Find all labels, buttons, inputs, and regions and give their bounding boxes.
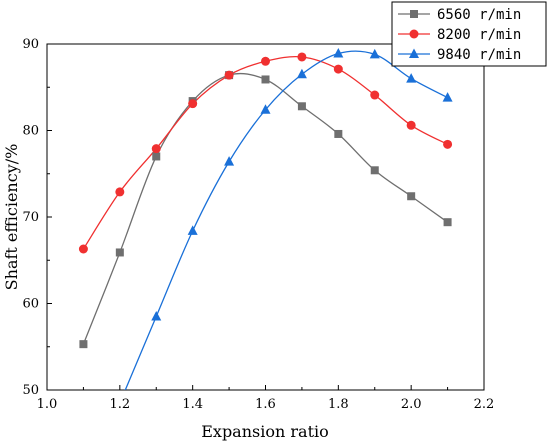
data-point bbox=[334, 129, 343, 138]
legend-swatch-marker bbox=[410, 10, 418, 18]
data-point bbox=[407, 192, 416, 201]
legend-label: 8200 r/min bbox=[437, 27, 521, 43]
y-tick-label: 80 bbox=[22, 124, 39, 139]
data-point bbox=[151, 144, 161, 154]
x-axis-ticks: 1.0 1.2 1.4 1.6 1.8 2.0 2.2 bbox=[37, 385, 495, 412]
data-point bbox=[370, 90, 380, 100]
data-point bbox=[79, 340, 88, 349]
y-tick-label: 90 bbox=[22, 37, 39, 52]
series-line bbox=[124, 50, 448, 390]
x-tick-label: 1.2 bbox=[109, 397, 130, 412]
plot-frame bbox=[46, 43, 485, 391]
x-tick-label: 1.6 bbox=[255, 397, 276, 412]
data-point bbox=[115, 248, 124, 257]
data-point bbox=[261, 56, 270, 66]
y-axis-ticks: 50 60 70 80 90 bbox=[22, 37, 52, 398]
data-point bbox=[406, 120, 416, 130]
series-line bbox=[82, 56, 448, 250]
x-tick-label: 1.0 bbox=[37, 397, 58, 412]
y-axis-title: Shaft efficiency/% bbox=[2, 144, 21, 291]
legend-label: 6560 r/min bbox=[437, 7, 521, 23]
series-line bbox=[82, 72, 448, 345]
data-point bbox=[188, 99, 198, 109]
data-point bbox=[370, 166, 379, 175]
data-point bbox=[187, 225, 198, 235]
data-point bbox=[78, 244, 88, 254]
data-point bbox=[115, 187, 125, 197]
y-tick-label: 60 bbox=[22, 297, 39, 312]
data-point bbox=[151, 310, 162, 321]
data-point bbox=[297, 102, 306, 111]
data-point bbox=[369, 48, 380, 59]
data-point bbox=[224, 70, 234, 80]
x-tick-label: 2.0 bbox=[401, 397, 422, 412]
x-tick-label: 1.4 bbox=[182, 397, 203, 412]
data-point bbox=[224, 156, 235, 166]
x-tick-label: 1.8 bbox=[328, 397, 349, 412]
data-point bbox=[443, 218, 452, 227]
marker-layer bbox=[78, 48, 453, 349]
data-point bbox=[333, 64, 343, 74]
data-point bbox=[297, 52, 307, 62]
x-axis-title: Expansion ratio bbox=[201, 422, 329, 441]
y-tick-label: 70 bbox=[22, 210, 39, 225]
data-point bbox=[442, 92, 453, 102]
data-point bbox=[260, 104, 271, 114]
data-point bbox=[406, 73, 417, 83]
legend-swatch-marker bbox=[409, 29, 419, 39]
data-point bbox=[261, 75, 270, 84]
y-tick-label: 50 bbox=[22, 383, 39, 398]
data-point bbox=[443, 139, 453, 149]
data-point bbox=[152, 152, 161, 161]
series-layer bbox=[82, 50, 448, 390]
data-point bbox=[296, 68, 307, 79]
legend: 6560 r/min 8200 r/min 9840 r/min bbox=[391, 1, 547, 67]
data-point bbox=[333, 48, 344, 58]
legend-swatch-marker bbox=[409, 48, 419, 58]
legend-label: 9840 r/min bbox=[437, 47, 521, 63]
x-tick-label: 2.2 bbox=[474, 397, 495, 412]
